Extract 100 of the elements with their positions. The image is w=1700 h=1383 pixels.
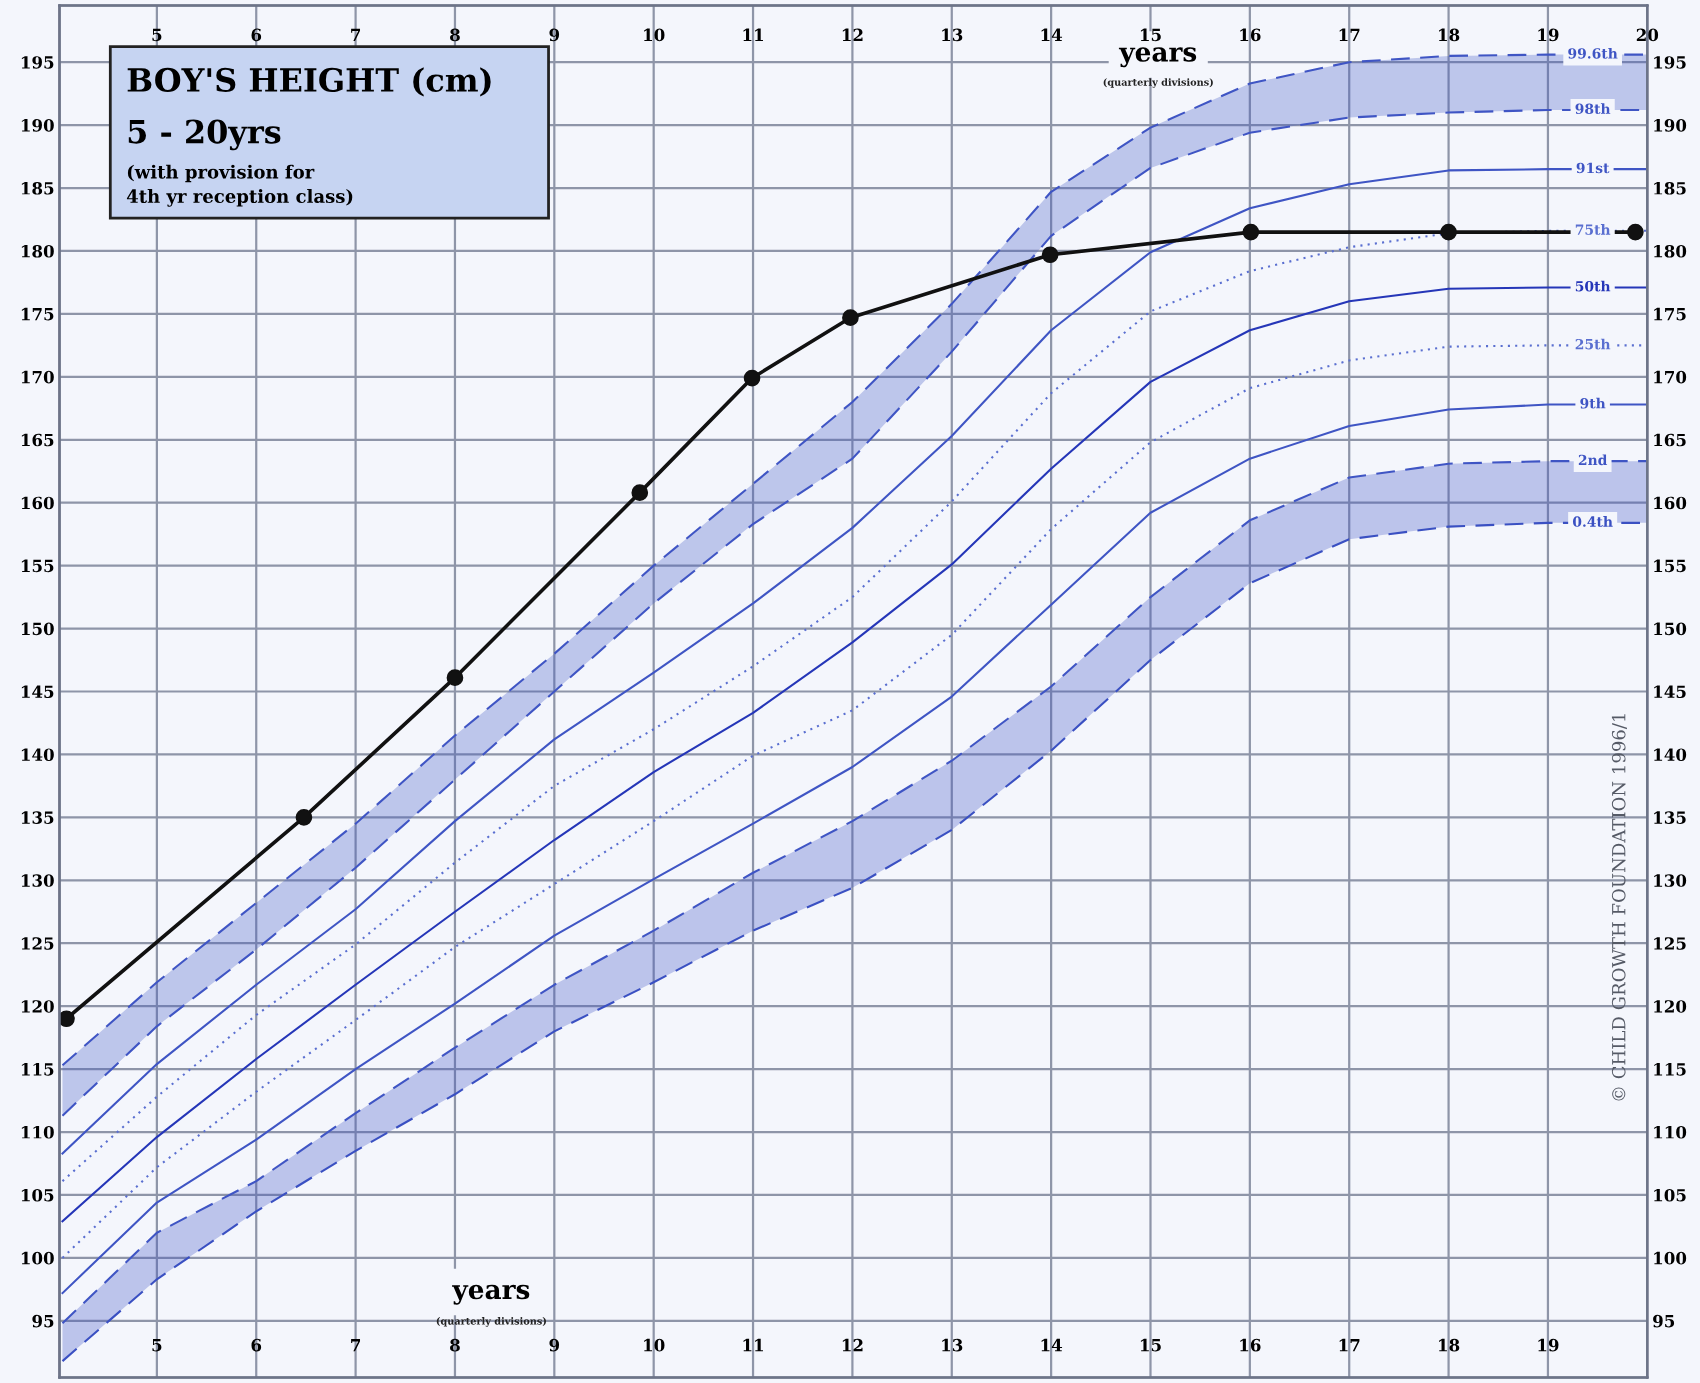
y2-tick-label: 130 bbox=[1654, 874, 1687, 887]
point bbox=[1627, 223, 1644, 241]
x2-tick-label: 15 bbox=[1140, 28, 1161, 42]
x-tick-label: 14 bbox=[1041, 1338, 1063, 1352]
y-tick-label: 95 bbox=[32, 1314, 54, 1328]
x2-tick-label: 19 bbox=[1538, 28, 1559, 42]
y2-tick-label: 120 bbox=[1654, 1000, 1687, 1013]
y-tick-label: 190 bbox=[21, 119, 54, 132]
x2-tick-label: 12 bbox=[842, 28, 863, 41]
y2-tick-label: 160 bbox=[1654, 496, 1687, 510]
y2-tick-label: 190 bbox=[1654, 119, 1687, 132]
series-label: 91st bbox=[1576, 162, 1610, 174]
y2-tick-label: 175 bbox=[1654, 307, 1686, 321]
point bbox=[1440, 223, 1457, 241]
x2-tick-label: 16 bbox=[1240, 28, 1261, 42]
x2-tick-label: 13 bbox=[942, 28, 963, 42]
series-label: 9th bbox=[1580, 397, 1606, 409]
x2-tick-label: 18 bbox=[1439, 28, 1460, 42]
annotation: (quarterly divisions) bbox=[1103, 78, 1213, 88]
y2-tick-label: 95 bbox=[1653, 1314, 1675, 1328]
y-tick-label: 125 bbox=[21, 937, 54, 950]
x2-tick-label: 10 bbox=[644, 28, 665, 42]
y-tick-label: 120 bbox=[21, 1000, 54, 1013]
text: BOY'S HEIGHT (cm) bbox=[127, 67, 491, 97]
y-tick-label: 175 bbox=[21, 307, 54, 321]
x-axis-title: years bbox=[452, 1284, 530, 1305]
y-tick-label: 100 bbox=[21, 1251, 54, 1265]
text: 5 - 20yrs bbox=[128, 119, 281, 151]
x2-tick-label: 9 bbox=[549, 28, 560, 42]
x2-tick-label: 11 bbox=[743, 28, 763, 41]
series-label: 75th bbox=[1575, 224, 1611, 235]
series-label: 99.6th bbox=[1568, 47, 1618, 59]
y2-tick-label: 195 bbox=[1654, 56, 1686, 69]
y-tick-label: 130 bbox=[21, 874, 54, 887]
y2-tick-label: 165 bbox=[1654, 433, 1686, 447]
y-tick-label: 195 bbox=[21, 56, 54, 69]
point bbox=[1041, 246, 1059, 264]
series-label: 25th bbox=[1575, 338, 1611, 350]
x2-tick-label: 14 bbox=[1041, 28, 1063, 41]
annotation: (with provision for 4th yr reception class) bbox=[126, 164, 353, 207]
x-tick-label: 6 bbox=[251, 1338, 262, 1352]
annotation: (quarterly divisions) bbox=[436, 1317, 546, 1327]
y-tick-label: 155 bbox=[21, 559, 54, 573]
y-tick-label: 165 bbox=[21, 433, 54, 447]
y2-tick-label: 125 bbox=[1654, 937, 1686, 950]
y2-tick-label: 185 bbox=[1654, 182, 1686, 195]
y2-tick-label: 145 bbox=[1654, 685, 1686, 699]
series-label: 0.4th bbox=[1572, 516, 1613, 527]
y-tick-label: 115 bbox=[21, 1063, 54, 1076]
annotation: © CHILD GROWTH FOUNDATION 1996/1 bbox=[1611, 714, 1627, 1101]
x-tick-label: 19 bbox=[1538, 1338, 1559, 1352]
x-tick-label: 13 bbox=[942, 1338, 963, 1352]
x-tick-label: 8 bbox=[450, 1338, 460, 1352]
x2-tick-label: 8 bbox=[450, 28, 460, 42]
point bbox=[842, 309, 859, 327]
y2-tick-label: 100 bbox=[1654, 1251, 1687, 1265]
y2-tick-label: 110 bbox=[1654, 1125, 1687, 1139]
point bbox=[59, 1010, 75, 1028]
x-tick-label: 10 bbox=[644, 1338, 665, 1352]
x-tick-label: 18 bbox=[1439, 1338, 1460, 1352]
x2-tick-label: 17 bbox=[1339, 28, 1360, 41]
x2-tick-label: 6 bbox=[251, 28, 262, 42]
y-tick-label: 160 bbox=[21, 496, 54, 510]
point bbox=[295, 809, 313, 826]
y-tick-label: 105 bbox=[21, 1188, 54, 1202]
y-tick-label: 135 bbox=[21, 811, 54, 824]
y-tick-label: 145 bbox=[21, 685, 54, 699]
y2-tick-label: 150 bbox=[1654, 622, 1687, 636]
y2-tick-label: 170 bbox=[1654, 370, 1687, 384]
x-tick-label: 7 bbox=[351, 1339, 361, 1352]
x-tick-label: 11 bbox=[743, 1338, 763, 1352]
series-label: 50th bbox=[1575, 280, 1611, 292]
y2-tick-label: 115 bbox=[1654, 1063, 1686, 1076]
point bbox=[1242, 223, 1260, 241]
y-tick-label: 150 bbox=[21, 622, 54, 636]
x2-tick-label: 20 bbox=[1636, 28, 1659, 42]
y2-tick-label: 180 bbox=[1654, 244, 1687, 258]
x2-tick-label: 7 bbox=[351, 28, 361, 41]
x-tick-label: 16 bbox=[1240, 1338, 1261, 1352]
point bbox=[446, 669, 464, 686]
y2-tick-label: 140 bbox=[1654, 748, 1687, 761]
y2-tick-label: 135 bbox=[1654, 811, 1686, 824]
x-tick-label: 15 bbox=[1140, 1338, 1161, 1352]
y-tick-label: 110 bbox=[21, 1125, 54, 1139]
y-tick-label: 140 bbox=[21, 748, 54, 761]
y-tick-label: 170 bbox=[21, 370, 54, 384]
x-tick-label: 12 bbox=[842, 1338, 863, 1352]
series-label: 2nd bbox=[1578, 454, 1608, 466]
x-tick-label: 17 bbox=[1339, 1338, 1360, 1352]
x-tick-label: 5 bbox=[152, 1339, 162, 1352]
series-label: 98th bbox=[1575, 103, 1611, 115]
x-tick-label: 9 bbox=[549, 1338, 560, 1352]
point bbox=[743, 369, 761, 387]
y2-tick-label: 105 bbox=[1654, 1188, 1686, 1202]
y-tick-label: 180 bbox=[21, 244, 54, 258]
x2-tick-label: 5 bbox=[152, 28, 162, 42]
y2-tick-label: 155 bbox=[1654, 559, 1686, 573]
x2-axis-title: years bbox=[1118, 47, 1197, 68]
y-tick-label: 185 bbox=[21, 182, 54, 195]
point bbox=[631, 484, 649, 501]
